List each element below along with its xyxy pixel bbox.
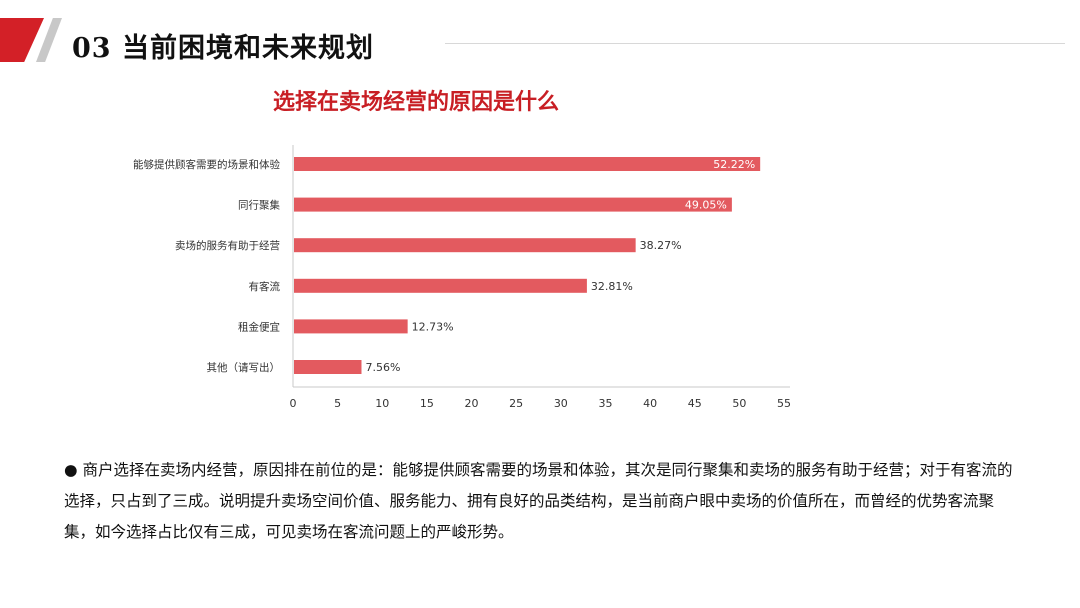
data-label-5: 7.56% bbox=[365, 361, 400, 374]
x-tick-label-6: 30 bbox=[554, 397, 568, 410]
x-tick-label-3: 15 bbox=[420, 397, 434, 410]
x-tick-label-5: 25 bbox=[509, 397, 523, 410]
x-tick-label-1: 5 bbox=[334, 397, 341, 410]
bar-2 bbox=[294, 238, 636, 253]
category-label-0: 能够提供顾客需要的场景和体验 bbox=[133, 158, 280, 171]
x-tick-label-11: 55 bbox=[777, 397, 791, 410]
bar-4 bbox=[294, 319, 408, 334]
category-label-2: 卖场的服务有助于经营 bbox=[175, 239, 280, 252]
bar-1 bbox=[294, 197, 732, 212]
summary-paragraph: ● 商户选择在卖场内经营，原因排在前位的是：能够提供顾客需要的场景和体验，其次是… bbox=[64, 461, 1013, 541]
chart-title: 选择在卖场经营的原因是什么 bbox=[273, 90, 560, 115]
data-label-1: 49.05% bbox=[685, 199, 727, 212]
bar-3 bbox=[294, 278, 587, 293]
data-label-0: 52.22% bbox=[713, 158, 755, 171]
data-label-2: 38.27% bbox=[640, 239, 682, 252]
data-label-4: 12.73% bbox=[412, 320, 454, 333]
data-label-3: 32.81% bbox=[591, 280, 633, 293]
section-title: 03 当前困境和未来规划 bbox=[72, 33, 374, 64]
x-tick-label-2: 10 bbox=[375, 397, 389, 410]
x-tick-label-7: 35 bbox=[598, 397, 612, 410]
x-tick-label-8: 40 bbox=[643, 397, 657, 410]
category-label-4: 租金便宜 bbox=[238, 320, 280, 333]
category-label-3: 有客流 bbox=[249, 280, 281, 293]
header-divider bbox=[445, 43, 1065, 44]
x-tick-label-9: 45 bbox=[688, 397, 702, 410]
category-label-1: 同行聚集 bbox=[238, 199, 280, 212]
x-tick-label-10: 50 bbox=[732, 397, 746, 410]
bar-0 bbox=[294, 157, 761, 171]
bar-chart: 能够提供顾客需要的场景和体验 52.22% 同行聚集 49.05% 卖场的服务有助于经营… bbox=[133, 145, 791, 410]
x-tick-label-4: 20 bbox=[465, 397, 479, 410]
x-tick-label-0: 0 bbox=[290, 397, 297, 410]
category-label-5: 其他（请写出） bbox=[207, 361, 281, 374]
bar-5 bbox=[294, 360, 362, 374]
